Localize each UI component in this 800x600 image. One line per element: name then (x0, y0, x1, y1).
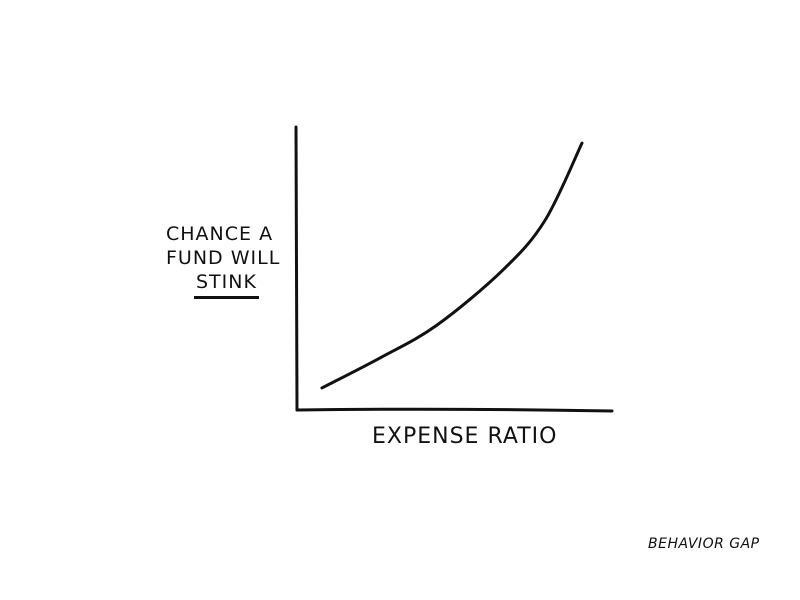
y-label-line-3-underlined: STINK (194, 270, 259, 299)
signature-logo: BEHAVIOR GAP (648, 536, 760, 552)
x-axis-label: EXPENSE RATIO (372, 424, 558, 449)
x-axis (295, 407, 614, 413)
y-label-line-1: CHANCE A (166, 223, 274, 245)
series-line (320, 141, 584, 390)
y-axis-label: CHANCE A FUND WILL STINK (166, 222, 291, 299)
y-label-line-2: FUND WILL (166, 247, 281, 269)
y-axis (294, 125, 299, 412)
